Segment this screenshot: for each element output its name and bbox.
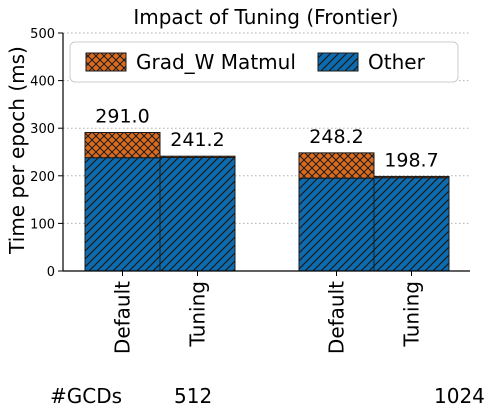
x-tick-label: Tuning (186, 281, 210, 347)
y-tick-label: 500 (30, 27, 55, 42)
bar-grad-w-matmul (298, 152, 375, 179)
chart-title: Impact of Tuning (Frontier) (133, 5, 398, 29)
y-tick-label: 200 (30, 170, 55, 185)
axes (58, 32, 470, 276)
legend-label-grad-w-matmul: Grad_W Matmul (136, 50, 296, 74)
bar-other (298, 177, 375, 272)
y-tick-label: 300 (30, 122, 55, 137)
gcd-group-1024: 1024 (434, 384, 485, 408)
legend: Grad_W Matmul Other (69, 41, 459, 83)
total-label: 241.2 (170, 129, 224, 151)
legend-swatch-other (317, 52, 359, 72)
legend-swatch-grad-w-matmul (85, 52, 127, 72)
x-tick-label: Default (111, 281, 135, 354)
y-axis-label: Time per epoch (ms) (5, 46, 29, 255)
y-tick-label: 0 (47, 265, 55, 280)
total-label: 198.7 (384, 149, 438, 171)
legend-frame (69, 41, 459, 83)
gcd-axis-label: #GCDs (50, 384, 123, 408)
x-tick-label: Default (325, 281, 349, 354)
bar-grad-w-matmul (84, 131, 161, 159)
gcd-row: #GCDs 512 1024 (0, 384, 489, 414)
total-label: 291.0 (95, 105, 149, 127)
bar-other (159, 156, 236, 272)
labels: 0 100 200 300 400 500 291.0 Default 241.2 Tuning 2… (30, 27, 439, 354)
bar-other (84, 157, 161, 272)
legend-label-other: Other (368, 50, 426, 74)
total-label: 248.2 (309, 126, 363, 148)
y-tick-label: 100 (30, 217, 55, 232)
y-tick-label: 400 (30, 75, 55, 90)
bar-grad-w-matmul (373, 175, 450, 179)
bars (84, 131, 450, 272)
x-tick-label: Tuning (400, 281, 424, 347)
bar-grad-w-matmul (159, 155, 236, 158)
gcd-group-512: 512 (174, 384, 213, 408)
bar-other (373, 177, 450, 272)
